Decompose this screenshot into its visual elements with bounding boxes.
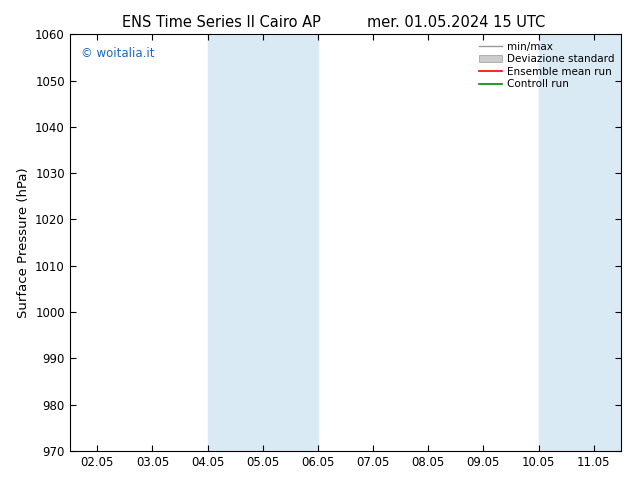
Text: © woitalia.it: © woitalia.it [81,47,154,60]
Y-axis label: Surface Pressure (hPa): Surface Pressure (hPa) [16,167,30,318]
Bar [538,34,621,451]
Bar [207,34,318,451]
Text: ENS Time Series Il Cairo AP: ENS Time Series Il Cairo AP [122,15,321,30]
Text: mer. 01.05.2024 15 UTC: mer. 01.05.2024 15 UTC [367,15,546,30]
Legend: min/max, Deviazione standard, Ensemble mean run, Controll run: min/max, Deviazione standard, Ensemble m… [477,40,616,92]
